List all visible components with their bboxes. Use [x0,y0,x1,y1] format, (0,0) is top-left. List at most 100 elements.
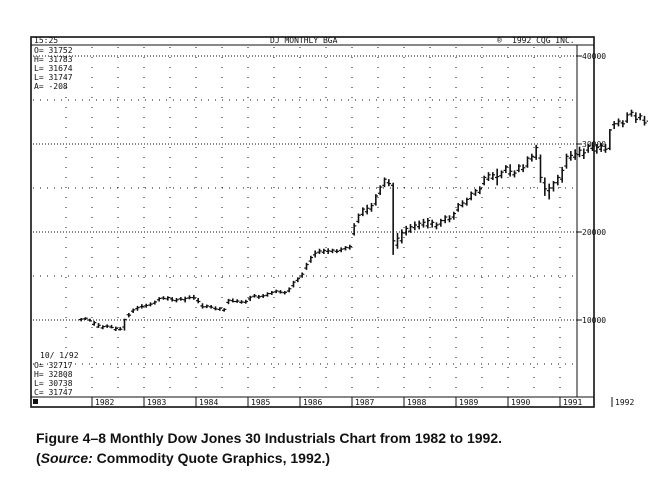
ohlc-bar [169,297,175,302]
ohlc-bar [308,255,314,263]
ohlc-bar [195,298,201,304]
ohlc-bar [538,154,543,183]
ohlc-bar [178,297,184,301]
readout-bottom-line: C= 31747 [34,388,73,397]
x-tick-label: 1990 [511,398,530,407]
ohlc-bar [139,304,145,309]
ohlc-bar [117,327,123,331]
ohlc-bar [217,307,223,311]
ohlc-bar [208,305,214,309]
ohlc-bar [286,287,292,293]
ohlc-bar [356,213,361,224]
caption-line-2: (Source: Commodity Quote Graphics, 1992.… [36,448,636,468]
ohlc-bar [78,318,84,322]
ohlc-bar [603,144,608,153]
y-tick-label: 10000 [582,316,606,325]
ohlc-bar [338,247,344,253]
x-tick-label: 1982 [95,398,114,407]
ohlc-bar [304,262,309,270]
readout-top-line: L= 31747 [34,73,73,82]
ohlc-bar [477,186,483,195]
ohlc-bar [87,318,93,322]
ohlc-bar [191,294,197,300]
ohlc-bar [260,294,266,298]
ohlc-bar [247,295,253,302]
ohlc-bar [273,289,279,294]
ohlc-bar [624,112,630,123]
x-tick-label: 1983 [147,398,166,407]
ohlc-bar [568,151,574,161]
ohlc-bar [174,298,179,303]
ohlc-bar [529,153,535,162]
ohlc-bar [395,232,400,249]
ohlc-bar [594,144,600,154]
readout-top-line: H= 31783 [34,55,73,64]
axis-strip-marker [33,399,38,404]
ohlc-bar [152,300,158,305]
ohlc-bar [520,164,526,173]
ohlc-bar [330,248,335,254]
header-copyright: 1992 CQG INC. [512,36,575,45]
ohlc-bar [83,317,88,320]
ohlc-bar [252,294,257,298]
chart-svg: 15:25 DJ MONTHLY BGA ® 1992 CQG INC. O= … [30,36,648,408]
readout-bottom-line: O= 32717 [34,361,73,370]
ohlc-bar [416,220,422,230]
ohlc-bar [269,290,275,295]
ohlc-bar [468,191,474,201]
caption-source-label: Source: [40,450,93,466]
ohlc-bar [455,202,461,212]
x-tick-label: 1987 [355,398,374,407]
ohlc-bar [616,118,621,127]
ohlc-bar [278,290,283,294]
ohlc-bar [234,299,240,303]
readout-bottom-line: H= 32808 [34,370,73,379]
ohlc-bar [516,164,522,173]
x-tick-label: 1992 [615,398,634,407]
ohlc-bar [161,296,166,300]
ohlc-bar [507,164,513,177]
ohlc-bar [204,304,210,309]
ohlc-bar [369,202,374,212]
ohlc-bar [109,324,114,329]
ohlc-bar [585,144,591,153]
ohlc-bar [343,246,348,251]
ohlc-bar [481,175,487,186]
ohlc-bar [633,112,639,123]
ohlc-bar [577,146,582,158]
ohlc-bar [512,170,517,178]
ohlc-bar [226,298,231,305]
ohlc-bar [399,229,405,244]
ohlc-bar [598,143,604,152]
ohlc-bar [490,172,496,181]
ohlc-bar [533,144,539,160]
x-tick-label: 1986 [303,398,322,407]
readout-top-line: L= 31674 [34,64,73,73]
ohlc-bar [629,109,634,117]
ohlc-bar [295,277,301,283]
ohlc-bar [447,215,452,223]
y-tick-label: 40000 [582,52,606,61]
ohlc-bar [611,121,617,130]
ohlc-bar [442,215,448,224]
y-tick-label: 20000 [582,228,606,237]
chart-frame [30,36,595,408]
ohlc-bar [187,295,192,300]
outer-frame [30,36,595,408]
x-tick-label: 1991 [563,398,582,407]
readout-bottom-line: L= 30738 [34,379,73,388]
ohlc-bar [386,179,392,187]
ohlc-bar [156,297,162,302]
ohlc-bar [282,290,288,295]
ohlc-bar [473,188,478,196]
ohlc-bar [347,244,353,250]
ohlc-bar [321,248,327,254]
ohlc-bar [113,326,119,331]
ohlc-bar [425,217,431,229]
ohlc-bar [182,296,188,303]
ohlc-bar [581,148,587,159]
ohlc-bar [135,305,140,311]
ohlc-bar [486,172,491,181]
grid [33,47,577,396]
